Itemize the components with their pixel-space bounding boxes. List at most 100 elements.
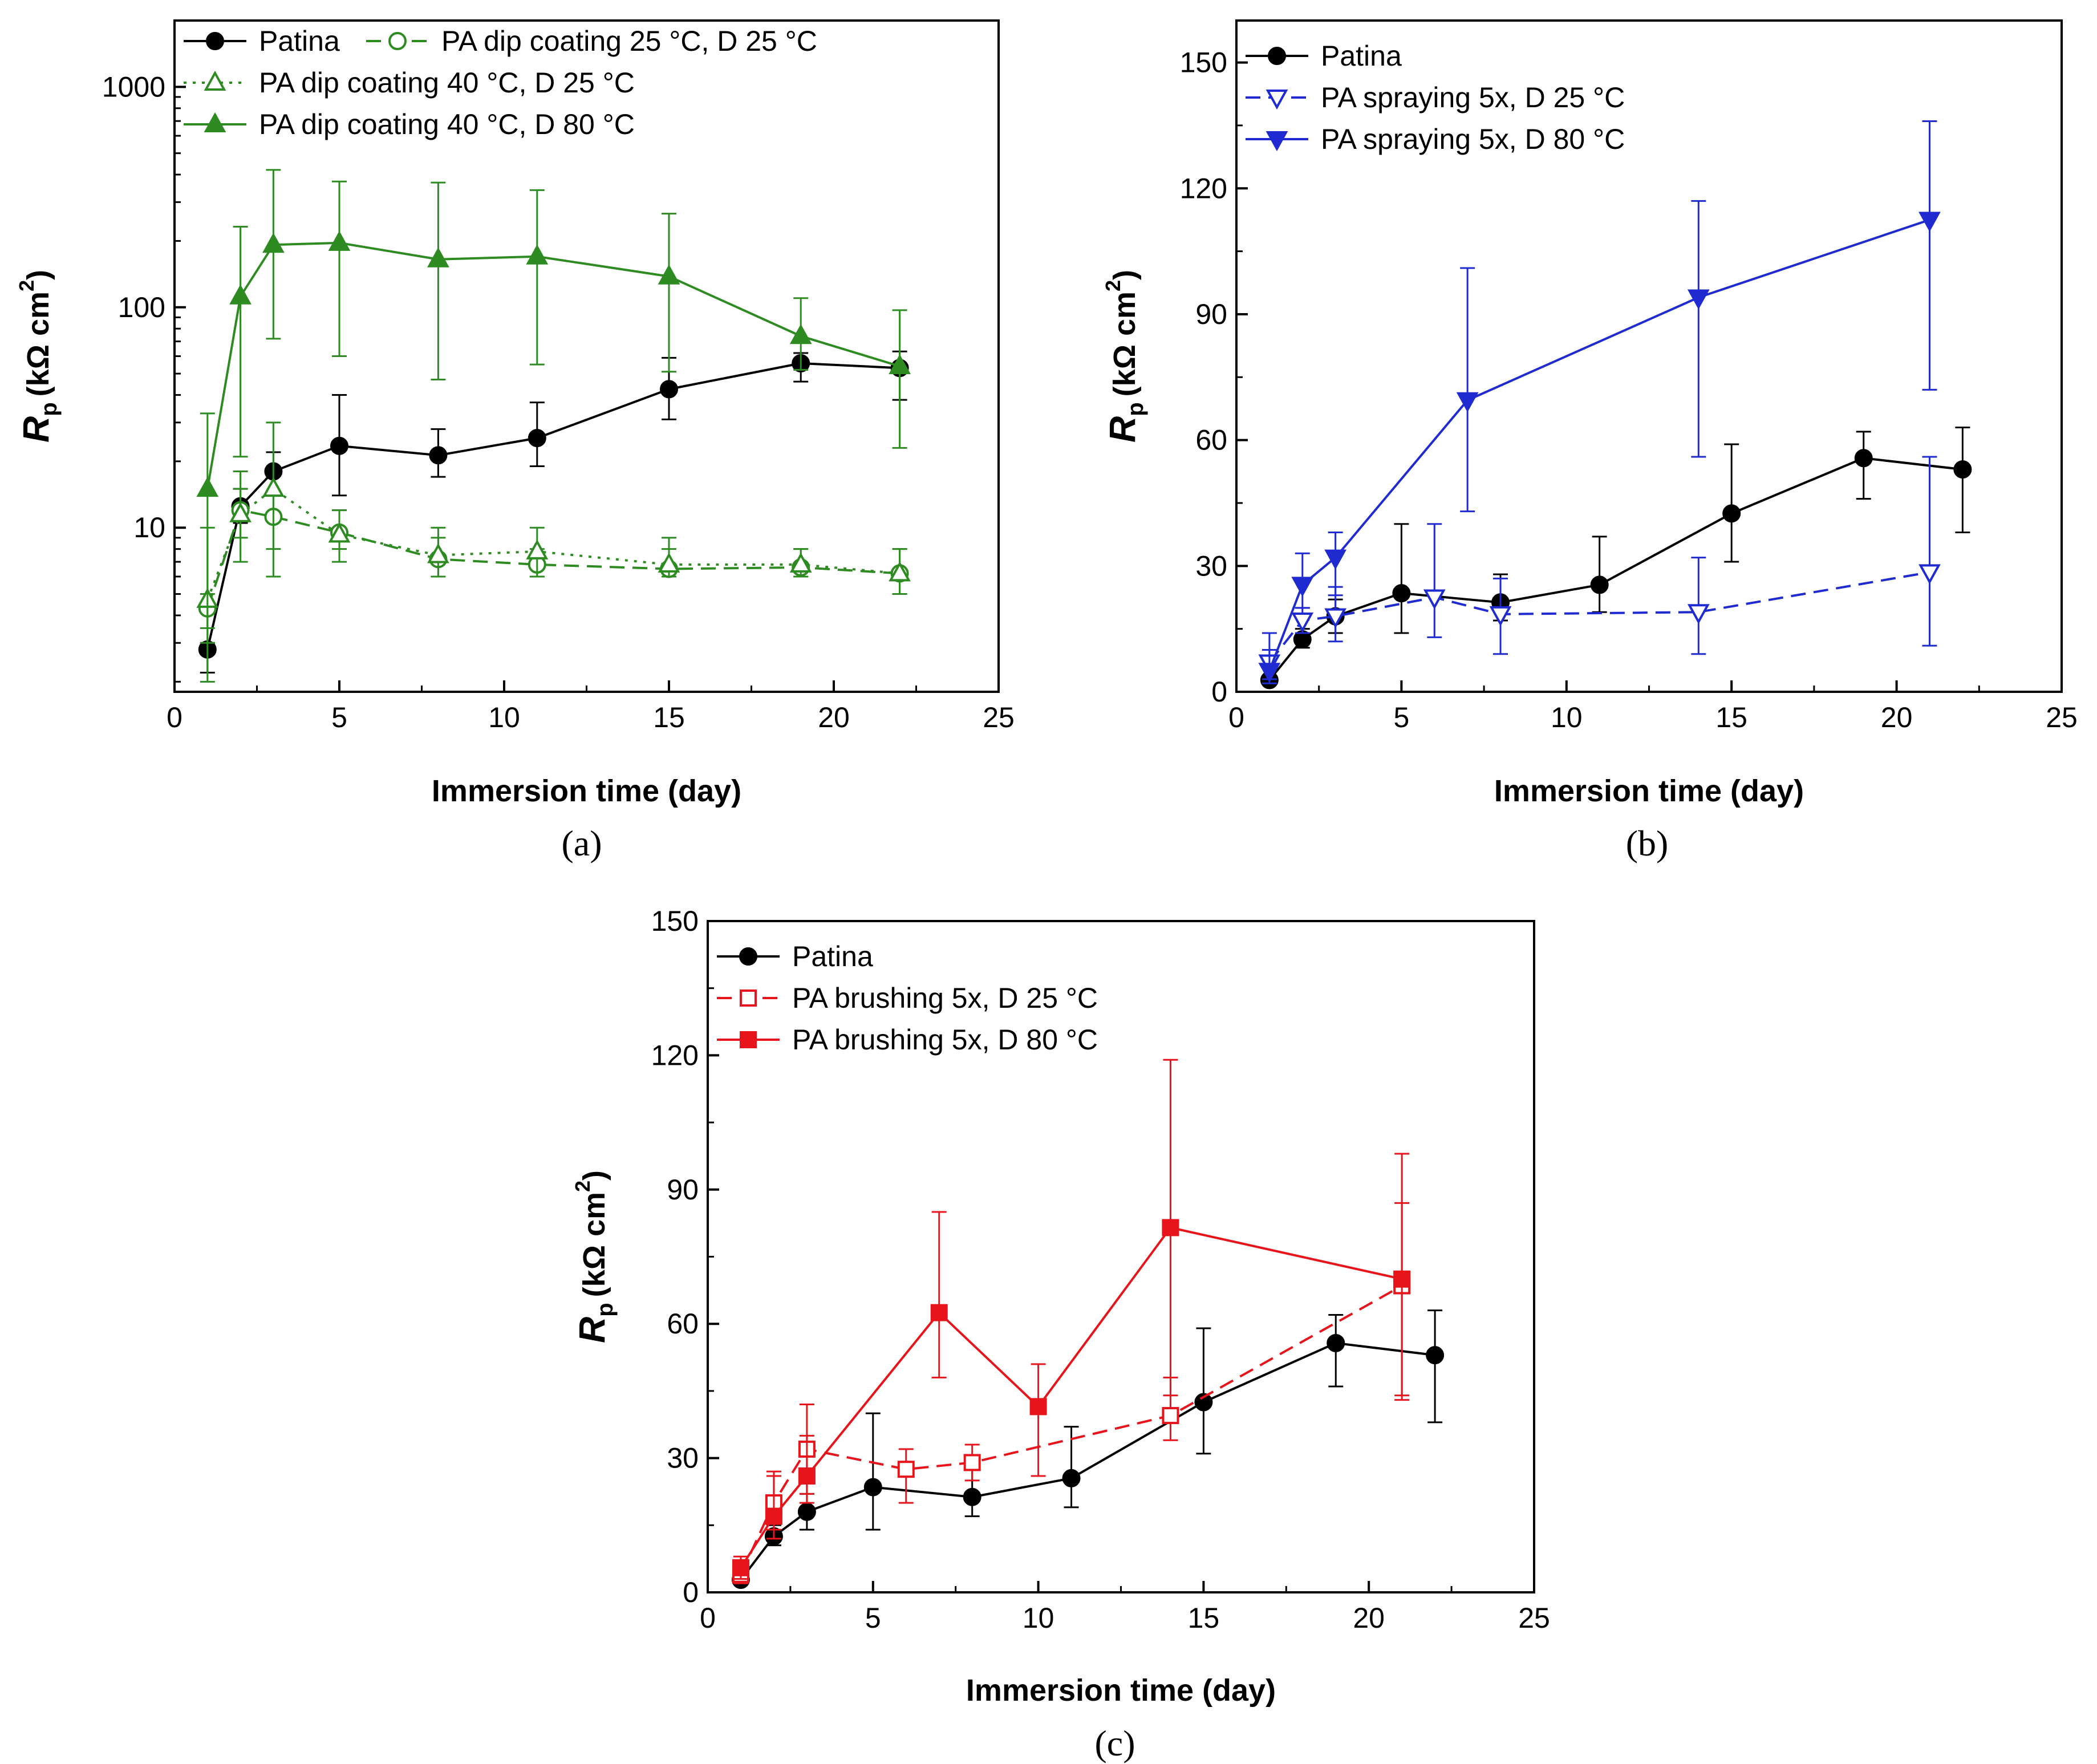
legend-marker xyxy=(388,32,407,50)
series-2 xyxy=(196,421,911,683)
y-tick-label: 0 xyxy=(683,1576,699,1608)
data-point xyxy=(765,1507,782,1525)
legend-marker xyxy=(204,112,226,132)
series-line xyxy=(206,488,900,601)
y-tick-label: 60 xyxy=(667,1308,699,1340)
y-axis-superscript: 2 xyxy=(571,1181,594,1192)
x-tick-label: 25 xyxy=(1518,1602,1550,1634)
legend-label: PA spraying 5x, D 80 °C xyxy=(1321,123,1625,155)
series-line xyxy=(1268,218,1930,671)
x-tick-label: 15 xyxy=(1715,701,1747,733)
x-tick-label: 15 xyxy=(1188,1602,1220,1634)
data-point xyxy=(863,1478,882,1497)
y-axis-subscript: p xyxy=(1123,402,1148,416)
data-point xyxy=(1062,1469,1081,1487)
data-point xyxy=(328,522,351,543)
panel-caption: (a) xyxy=(561,823,602,863)
y-tick-label: 60 xyxy=(1195,424,1227,456)
data-point xyxy=(1258,663,1281,683)
data-point xyxy=(1489,606,1512,627)
data-point xyxy=(262,477,285,497)
data-point xyxy=(229,284,252,305)
data-point xyxy=(1291,577,1314,597)
x-tick-label: 5 xyxy=(1393,701,1409,733)
y-axis-title: Rp (kΩ cm2) xyxy=(571,1170,618,1343)
panel-b: 0 5 10 15 20 25 0 30 60 90 120 150 Immersion time (d… xyxy=(1101,19,2078,863)
data-point xyxy=(1687,289,1710,310)
data-point xyxy=(1162,1407,1179,1425)
data-point xyxy=(963,1454,981,1471)
data-point xyxy=(889,561,911,582)
series-1 xyxy=(732,1202,1411,1584)
y-axis-title: Rp (kΩ cm2) xyxy=(1101,270,1148,443)
series-line xyxy=(1268,457,1963,681)
series-line xyxy=(206,362,900,650)
legend-marker xyxy=(1268,47,1286,65)
data-point xyxy=(897,1461,915,1478)
legend-label: Patina xyxy=(1321,40,1402,72)
series-2 xyxy=(1258,120,1941,684)
y-axis-units: (kΩ cm xyxy=(577,1192,611,1297)
x-tick-label: 10 xyxy=(1023,1602,1054,1634)
y-tick-label: 1000 xyxy=(102,71,165,103)
series-line xyxy=(740,1341,1435,1581)
data-point xyxy=(889,354,911,375)
data-point xyxy=(427,543,449,563)
y-tick-label: 10 xyxy=(133,512,165,544)
data-point xyxy=(1918,564,1941,585)
data-point xyxy=(427,247,449,267)
y-axis-close: ) xyxy=(1108,270,1142,280)
x-axis-title: Immersion time (day) xyxy=(432,774,741,808)
data-point xyxy=(1854,449,1873,468)
panel-c: 0 5 10 15 20 25 0 30 60 90 120 150 Immersion time (d… xyxy=(571,905,1550,1763)
data-point xyxy=(1162,1219,1179,1236)
data-point xyxy=(1194,1393,1213,1412)
data-point xyxy=(1918,212,1941,232)
legend-label: Patina xyxy=(792,940,873,972)
x-tick-label: 5 xyxy=(865,1602,881,1634)
legend-marker xyxy=(740,1031,757,1048)
legend-label: PA dip coating 40 °C, D 25 °C xyxy=(259,67,635,99)
series-0 xyxy=(731,1309,1445,1589)
data-point xyxy=(1953,460,1972,479)
data-point xyxy=(930,1304,948,1321)
y-axis-title: Rp (kΩ cm2) xyxy=(15,270,62,443)
data-point xyxy=(1392,584,1411,603)
data-point xyxy=(526,244,549,265)
legend-marker xyxy=(1265,131,1288,152)
data-point xyxy=(330,436,348,455)
legend-label: PA brushing 5x, D 25 °C xyxy=(792,982,1098,1014)
data-point xyxy=(963,1487,981,1506)
data-point xyxy=(229,502,252,522)
data-point xyxy=(526,539,549,559)
x-tick-label: 10 xyxy=(1551,701,1583,733)
legend-label: Patina xyxy=(259,25,340,57)
data-point xyxy=(196,477,219,497)
legend: Patina PA spraying 5x, D 25 °C PA spraying… xyxy=(1246,40,1625,155)
data-point xyxy=(732,1559,749,1576)
series-line xyxy=(206,509,900,609)
y-tick-label: 90 xyxy=(667,1174,699,1206)
panel-caption: (c) xyxy=(1094,1723,1135,1763)
data-point xyxy=(1393,1270,1411,1288)
legend-label: PA dip coating 25 °C, D 25 °C xyxy=(441,25,817,57)
y-tick-label: 30 xyxy=(667,1442,699,1474)
data-point xyxy=(429,446,448,465)
data-point xyxy=(1423,589,1446,610)
series-3 xyxy=(196,169,911,644)
y-tick-label: 90 xyxy=(1195,298,1227,330)
data-point xyxy=(1722,504,1741,523)
y-tick-label: 100 xyxy=(118,291,165,323)
y-tick-label: 120 xyxy=(1180,172,1227,204)
x-tick-label: 25 xyxy=(983,701,1015,733)
x-tick-label: 15 xyxy=(653,701,685,733)
y-axis-symbol: R xyxy=(15,416,56,443)
y-axis-subscript: p xyxy=(36,402,62,416)
x-tick-label: 10 xyxy=(488,701,520,733)
y-axis-close: ) xyxy=(577,1170,611,1181)
series-line xyxy=(740,1226,1402,1568)
x-tick-label: 0 xyxy=(700,1602,716,1634)
data-point xyxy=(658,264,680,285)
y-axis-superscript: 2 xyxy=(15,280,38,291)
y-tick-label: 30 xyxy=(1195,550,1227,582)
